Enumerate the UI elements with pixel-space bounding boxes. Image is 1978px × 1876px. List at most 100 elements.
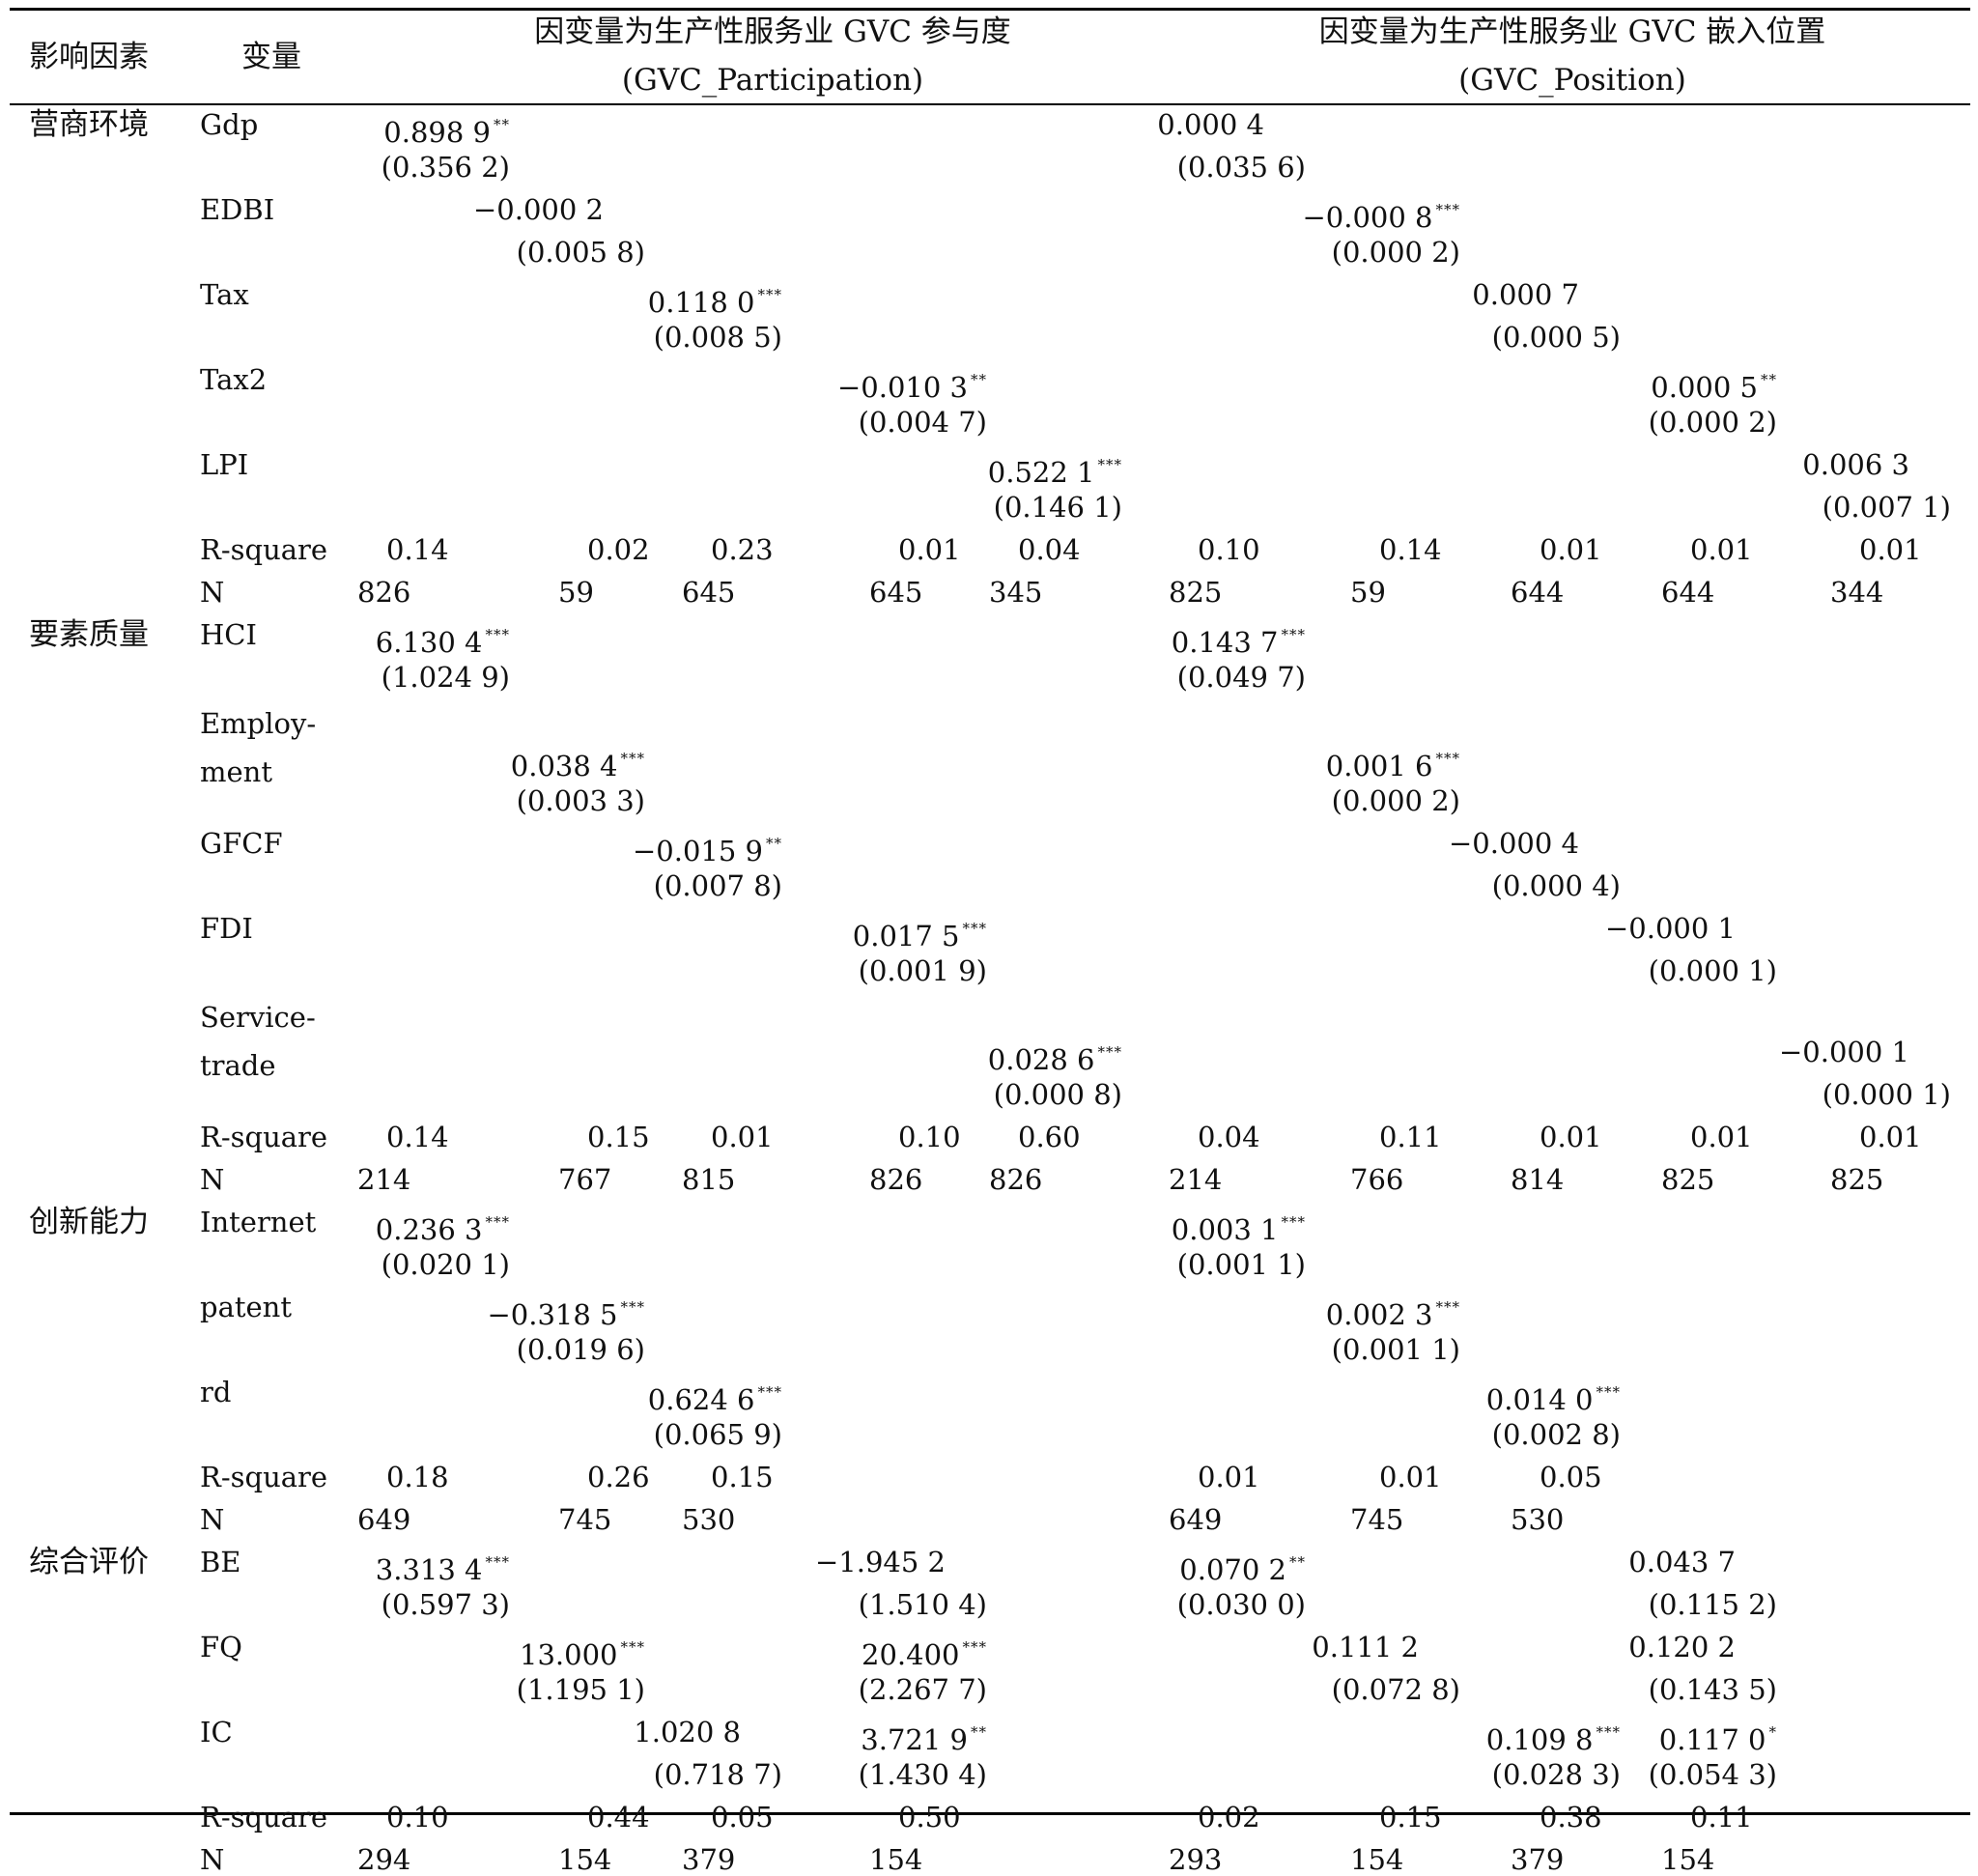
significance-stars: *** <box>485 626 510 643</box>
rsquare-label: R-square <box>200 1801 328 1833</box>
significance-stars: *** <box>757 286 782 303</box>
standard-error-value: (1.195 1) <box>516 1673 645 1706</box>
coefficient-value: 0.070 2 ** <box>1179 1546 1306 1586</box>
coefficient-value: 0.003 1 *** <box>1172 1206 1306 1246</box>
significance-stars: *** <box>620 1638 645 1656</box>
significance-stars: ** <box>971 371 987 388</box>
significance-stars: *** <box>1435 201 1460 218</box>
variable-name: Tax <box>200 278 249 311</box>
n-value: 154 <box>1350 1843 1404 1876</box>
coefficient-number: 0.038 4 <box>510 750 618 782</box>
coefficient-number: 0.028 6 <box>987 1043 1095 1076</box>
coefficient-value: −0.010 3 ** <box>837 363 987 404</box>
rsquare-value: 0.15 <box>711 1461 774 1493</box>
n-value: 530 <box>1511 1503 1565 1536</box>
standard-error-value: (0.003 3) <box>516 784 645 817</box>
coefficient-number: 0.006 3 <box>1802 448 1909 481</box>
rsquare-value: 0.14 <box>386 533 449 566</box>
rsquare-value: 0.15 <box>587 1121 650 1153</box>
rsquare-value: 0.10 <box>386 1801 449 1833</box>
rsquare-label: R-square <box>200 533 328 566</box>
coefficient-number: 0.143 7 <box>1171 626 1279 659</box>
n-value: 766 <box>1350 1163 1404 1196</box>
coefficient-number: 0.117 0 <box>1658 1723 1766 1756</box>
variable-name: IC <box>200 1716 233 1748</box>
coefficient-number: −0.318 5 <box>487 1298 618 1331</box>
coefficient-value: −0.015 9 ** <box>633 827 782 867</box>
n-value: 645 <box>869 576 923 609</box>
rsquare-value: 0.11 <box>1379 1121 1442 1153</box>
n-value: 59 <box>558 576 594 609</box>
standard-error-value: (0.019 6) <box>516 1333 645 1366</box>
coefficient-value: 0.000 7 <box>1472 278 1621 311</box>
coefficient-value: 20.400 *** <box>862 1631 987 1671</box>
section-factor-label: 要素质量 <box>29 617 149 652</box>
standard-error-value: (1.024 9) <box>381 661 510 694</box>
coefficient-value: 0.109 8 *** <box>1486 1716 1621 1756</box>
variable-name: BE <box>200 1546 241 1578</box>
coefficient-value: −0.000 2 <box>473 193 645 226</box>
variable-name-continued: ment <box>200 755 272 788</box>
header-position-subtitle: (GVC_Position) <box>1458 63 1686 98</box>
n-value: 345 <box>989 576 1043 609</box>
standard-error-value: (0.004 7) <box>858 406 987 439</box>
table-bottom-rule <box>10 1812 1970 1815</box>
standard-error-value: (0.000 4) <box>1491 869 1621 902</box>
variable-name: FQ <box>200 1631 242 1663</box>
standard-error-value: (0.000 2) <box>1331 784 1460 817</box>
coefficient-value: 0.143 7 *** <box>1172 618 1306 659</box>
variable-name-continued: trade <box>200 1049 276 1082</box>
coefficient-number: −0.000 1 <box>1779 1036 1909 1068</box>
rsquare-value: 0.38 <box>1540 1801 1602 1833</box>
variable-name: rd <box>200 1376 232 1408</box>
n-value: 644 <box>1661 576 1715 609</box>
n-value: 825 <box>1830 1163 1884 1196</box>
n-value: 826 <box>989 1163 1043 1196</box>
coefficient-value: −0.000 8 *** <box>1303 193 1461 234</box>
coefficient-value: 6.130 4 *** <box>376 618 510 659</box>
n-value: 745 <box>558 1503 612 1536</box>
coefficient-number: 0.043 7 <box>1628 1546 1736 1578</box>
coefficient-number: −1.945 2 <box>815 1546 946 1578</box>
coefficient-value: −0.000 1 <box>1605 912 1777 945</box>
rsquare-value: 0.14 <box>1379 533 1442 566</box>
coefficient-number: 0.000 7 <box>1472 278 1579 311</box>
rsquare-value: 0.50 <box>898 1801 961 1833</box>
n-value: 767 <box>558 1163 612 1196</box>
standard-error-value: (0.000 2) <box>1331 236 1460 269</box>
rsquare-value: 0.10 <box>1198 533 1260 566</box>
coefficient-value: 0.017 5 *** <box>853 912 987 952</box>
standard-error-value: (0.007 1) <box>1822 491 1951 524</box>
coefficient-value: 1.020 8 <box>634 1716 782 1748</box>
n-value: 344 <box>1830 576 1884 609</box>
significance-stars: ** <box>1289 1553 1306 1571</box>
rsquare-value: 0.01 <box>1379 1461 1442 1493</box>
n-value: 379 <box>1511 1843 1565 1876</box>
rsquare-value: 0.01 <box>1540 533 1602 566</box>
header-factor: 影响因素 <box>29 40 149 74</box>
coefficient-value: 0.028 6 *** <box>988 1036 1122 1076</box>
significance-stars: *** <box>757 1383 782 1401</box>
significance-stars: *** <box>962 1638 987 1656</box>
standard-error-value: (0.000 2) <box>1648 406 1777 439</box>
rsquare-value: 0.18 <box>386 1461 449 1493</box>
variable-name: EDBI <box>200 193 275 226</box>
significance-stars: ** <box>766 835 782 852</box>
coefficient-number: 20.400 <box>862 1638 960 1671</box>
variable-name: Tax2 <box>200 363 268 396</box>
standard-error-value: (0.002 8) <box>1491 1418 1621 1451</box>
standard-error-value: (0.115 2) <box>1648 1588 1777 1621</box>
n-value: 293 <box>1169 1843 1223 1876</box>
table-top-rule <box>10 8 1970 11</box>
rsquare-value: 0.02 <box>587 533 650 566</box>
coefficient-value: −0.000 4 <box>1449 827 1621 860</box>
n-value: 649 <box>1169 1503 1223 1536</box>
significance-stars: ** <box>1761 371 1777 388</box>
n-label: N <box>200 1163 225 1196</box>
coefficient-value: 0.000 5 ** <box>1651 363 1777 404</box>
rsquare-value: 0.14 <box>386 1121 449 1153</box>
variable-name: Internet <box>200 1206 317 1238</box>
coefficient-value: 0.236 3 *** <box>376 1206 510 1246</box>
coefficient-number: 0.000 4 <box>1157 108 1264 141</box>
variable-name: Service- <box>200 1001 316 1034</box>
